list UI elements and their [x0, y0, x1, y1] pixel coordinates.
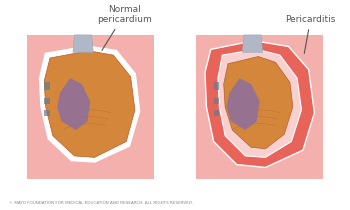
Text: Pericarditis: Pericarditis — [285, 15, 336, 53]
Polygon shape — [44, 98, 50, 104]
Polygon shape — [205, 41, 314, 167]
Polygon shape — [214, 110, 219, 116]
Polygon shape — [218, 49, 301, 157]
Polygon shape — [214, 98, 219, 104]
Polygon shape — [27, 35, 154, 179]
Polygon shape — [57, 78, 90, 130]
Polygon shape — [243, 35, 262, 52]
Text: Normal
pericardium: Normal pericardium — [97, 5, 152, 50]
Polygon shape — [226, 78, 260, 130]
Polygon shape — [73, 35, 93, 52]
Polygon shape — [40, 46, 139, 162]
Text: © MAYO FOUNDATION FOR MEDICAL EDUCATION AND RESEARCH. ALL RIGHTS RESERVED.: © MAYO FOUNDATION FOR MEDICAL EDUCATION … — [9, 201, 193, 205]
Polygon shape — [44, 83, 50, 90]
Polygon shape — [44, 110, 50, 116]
Polygon shape — [196, 35, 323, 179]
Polygon shape — [214, 83, 219, 90]
Polygon shape — [224, 56, 293, 149]
Polygon shape — [44, 51, 135, 157]
